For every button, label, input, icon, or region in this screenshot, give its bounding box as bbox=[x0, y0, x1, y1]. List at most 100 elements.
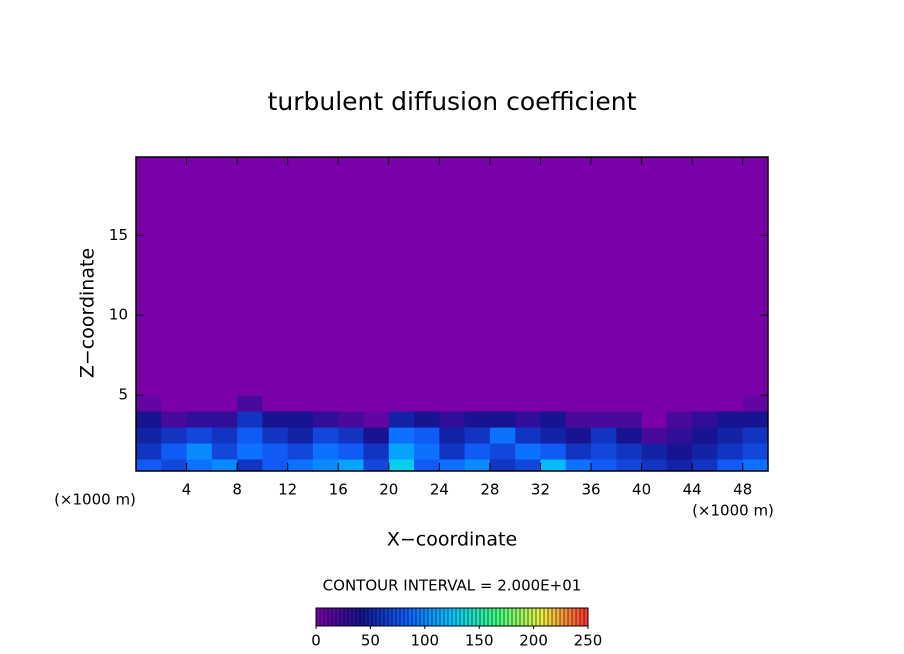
cell bbox=[565, 411, 592, 428]
colorbar-swatch bbox=[444, 608, 449, 626]
colorbar-swatch bbox=[460, 608, 465, 626]
colorbar-swatch bbox=[416, 608, 421, 626]
colorbar-swatch bbox=[364, 608, 369, 626]
colorbar-swatch bbox=[356, 608, 361, 626]
colorbar-swatch bbox=[424, 608, 429, 626]
colorbar-tick-label: 250 bbox=[574, 632, 603, 650]
cell bbox=[338, 459, 365, 471]
cell bbox=[540, 157, 567, 396]
cell bbox=[464, 411, 491, 428]
colorbar-swatch bbox=[340, 608, 345, 626]
colorbar-swatch bbox=[576, 608, 581, 626]
colorbar-swatch bbox=[328, 608, 333, 626]
cell bbox=[591, 443, 617, 460]
cell bbox=[338, 157, 365, 396]
cell bbox=[742, 427, 768, 444]
cell bbox=[237, 157, 263, 396]
colorbar-swatch bbox=[360, 608, 365, 626]
cell bbox=[237, 443, 263, 460]
x-tick-label: 44 bbox=[683, 481, 702, 499]
cell bbox=[692, 395, 718, 412]
cell bbox=[515, 427, 541, 444]
y-axis-label: Z−coordinate bbox=[77, 248, 99, 378]
x-unit: (×1000 m) bbox=[692, 502, 774, 520]
cell bbox=[742, 443, 768, 460]
cell bbox=[211, 427, 238, 444]
cell bbox=[161, 427, 188, 444]
colorbar-swatch bbox=[568, 608, 573, 626]
cell bbox=[439, 395, 466, 412]
cell bbox=[338, 427, 365, 444]
colorbar-swatch bbox=[316, 608, 321, 626]
cell bbox=[186, 459, 213, 471]
cell bbox=[464, 427, 491, 444]
cell bbox=[692, 411, 718, 428]
colorbar-swatch bbox=[448, 608, 453, 626]
colorbar-swatch bbox=[496, 608, 501, 626]
cell bbox=[161, 443, 188, 460]
cell bbox=[540, 459, 567, 471]
cell bbox=[717, 157, 744, 396]
cell bbox=[388, 411, 415, 428]
colorbar-tick-label: 200 bbox=[519, 632, 548, 650]
cell bbox=[287, 459, 314, 471]
colorbar-swatch bbox=[532, 608, 537, 626]
cell bbox=[136, 427, 162, 444]
cell bbox=[338, 443, 365, 460]
colorbar-swatch bbox=[556, 608, 561, 626]
cell bbox=[237, 427, 263, 444]
cell bbox=[312, 459, 339, 471]
cell bbox=[515, 395, 541, 412]
cell bbox=[262, 411, 289, 428]
cell bbox=[616, 443, 643, 460]
cell bbox=[186, 395, 213, 412]
cell bbox=[565, 157, 592, 396]
cell bbox=[312, 411, 339, 428]
cell bbox=[287, 427, 314, 444]
cell bbox=[616, 395, 643, 412]
cell bbox=[641, 443, 668, 460]
cell bbox=[464, 157, 491, 396]
cell bbox=[666, 411, 693, 428]
cell bbox=[515, 157, 541, 396]
colorbar-swatch bbox=[484, 608, 489, 626]
colorbar-tick-label: 150 bbox=[465, 632, 494, 650]
cell bbox=[211, 443, 238, 460]
cell bbox=[262, 459, 289, 471]
cell bbox=[666, 459, 693, 471]
cell bbox=[136, 157, 162, 396]
cell bbox=[515, 411, 541, 428]
cell bbox=[414, 411, 440, 428]
cell bbox=[717, 443, 744, 460]
x-tick-label: 4 bbox=[182, 481, 192, 499]
cell bbox=[338, 395, 365, 412]
cell bbox=[136, 459, 162, 471]
cell bbox=[692, 157, 718, 396]
cell bbox=[186, 157, 213, 396]
cell bbox=[439, 411, 466, 428]
x-tick-label: 20 bbox=[379, 481, 398, 499]
cell bbox=[287, 395, 314, 412]
colorbar-swatch bbox=[436, 608, 441, 626]
colorbar-swatch bbox=[404, 608, 409, 626]
cell bbox=[591, 427, 617, 444]
cell bbox=[136, 443, 162, 460]
cell bbox=[414, 459, 440, 471]
cell bbox=[565, 459, 592, 471]
colorbar-swatch bbox=[476, 608, 481, 626]
cell bbox=[692, 443, 718, 460]
cell bbox=[565, 427, 592, 444]
plot-frame bbox=[135, 156, 769, 472]
cell bbox=[489, 443, 516, 460]
colorbar-swatch bbox=[544, 608, 549, 626]
cell bbox=[211, 395, 238, 412]
cell bbox=[161, 411, 188, 428]
cell bbox=[464, 395, 491, 412]
cell bbox=[414, 395, 440, 412]
colorbar-swatch bbox=[468, 608, 473, 626]
colorbar-swatch bbox=[428, 608, 433, 626]
colorbar-swatch bbox=[412, 608, 417, 626]
x-tick-label: 16 bbox=[329, 481, 348, 499]
colorbar-swatch bbox=[552, 608, 557, 626]
colorbar-swatch bbox=[572, 608, 577, 626]
